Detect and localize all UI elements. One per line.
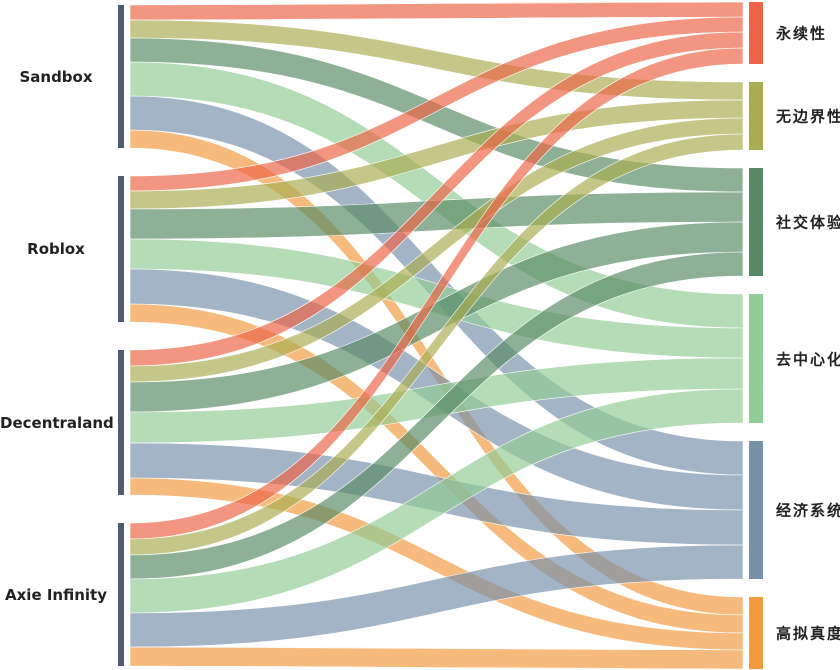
target-label: 永续性 [776,24,828,43]
source-node [118,176,124,322]
target-node [749,441,763,579]
source-label: Roblox [27,240,85,258]
source-label: Axie Infinity [5,585,107,604]
link-axie-infinity-3 [129,388,744,614]
link-axie-infinity-1 [129,133,744,556]
target-node [749,294,763,423]
source-node [118,350,124,495]
target-label: 无边界性 [776,107,840,126]
link-sandbox-0 [129,1,744,21]
link-axie-infinity-0 [129,47,744,540]
source-node [118,523,124,666]
target-node [749,597,763,669]
target-label: 高拟真度 [776,624,840,643]
link-axie-infinity-2 [129,251,744,580]
target-label: 经济系统 [776,501,840,520]
source-label: Decentraland [0,413,114,432]
target-label: 社交体验 [776,213,840,232]
target-node [749,82,763,150]
source-node [118,5,124,148]
link-axie-infinity-5 [129,646,744,670]
target-node [749,168,763,276]
link-axie-infinity-4 [129,544,744,648]
target-label: 去中心化 [776,350,840,368]
source-label: Sandbox [19,67,93,86]
target-node [749,2,763,64]
